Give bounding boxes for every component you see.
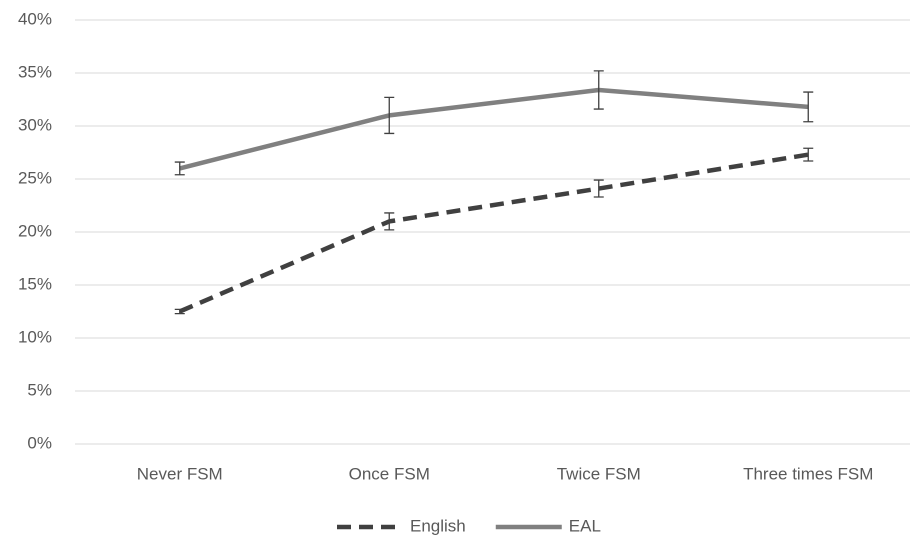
y-tick-label: 25%: [18, 168, 52, 187]
y-tick-label: 40%: [18, 9, 52, 28]
error-bar: [593, 70, 604, 110]
y-tick-label: 20%: [18, 221, 52, 240]
series-line: [179, 87, 809, 171]
x-tick-label: Three times FSM: [743, 464, 873, 483]
legend-label: EAL: [569, 516, 601, 535]
y-tick-label: 5%: [27, 380, 52, 399]
error-bar: [384, 96, 395, 135]
y-tick-label: 10%: [18, 327, 52, 346]
x-tick-label: Once FSM: [349, 464, 430, 483]
legend-label: English: [410, 516, 466, 535]
y-tick-label: 15%: [18, 274, 52, 293]
error-bar: [384, 212, 395, 231]
series-line: [178, 152, 809, 314]
error-bar: [803, 147, 814, 162]
error-bar: [593, 179, 604, 198]
y-tick-label: 0%: [27, 433, 52, 452]
x-tick-label: Never FSM: [137, 464, 223, 483]
error-bar: [174, 161, 185, 176]
y-tick-label: 35%: [18, 62, 52, 81]
x-tick-label: Twice FSM: [557, 464, 641, 483]
error-bar: [174, 308, 185, 315]
y-tick-label: 30%: [18, 115, 52, 134]
error-bar: [803, 91, 814, 123]
